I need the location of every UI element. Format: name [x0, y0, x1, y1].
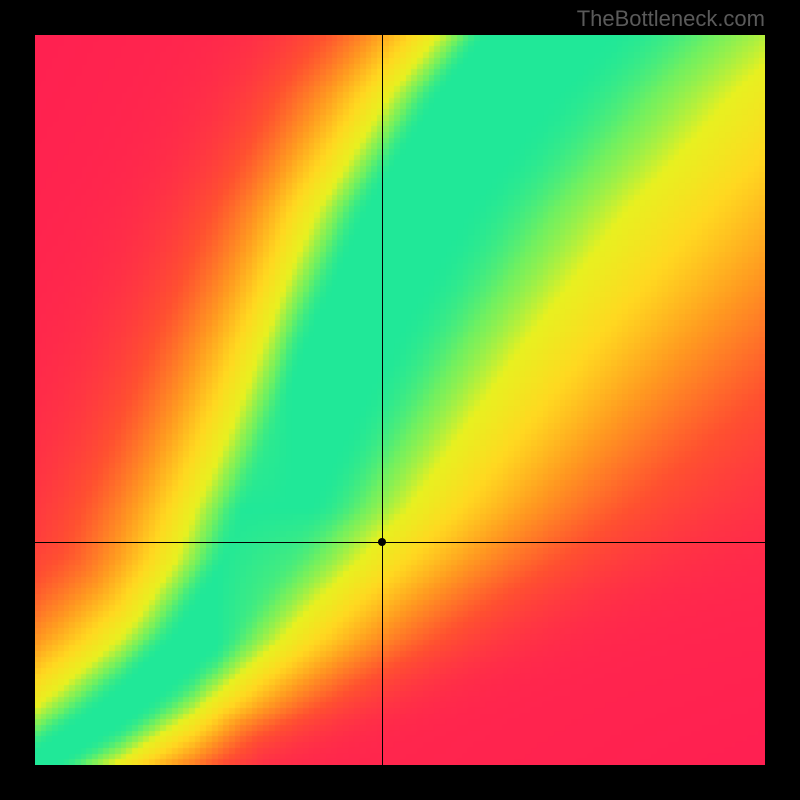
crosshair-horizontal	[35, 542, 765, 543]
heatmap-canvas	[35, 35, 765, 765]
bottleneck-heatmap	[35, 35, 765, 765]
selection-marker	[378, 538, 386, 546]
watermark-text: TheBottleneck.com	[577, 6, 765, 32]
crosshair-vertical	[382, 35, 383, 765]
